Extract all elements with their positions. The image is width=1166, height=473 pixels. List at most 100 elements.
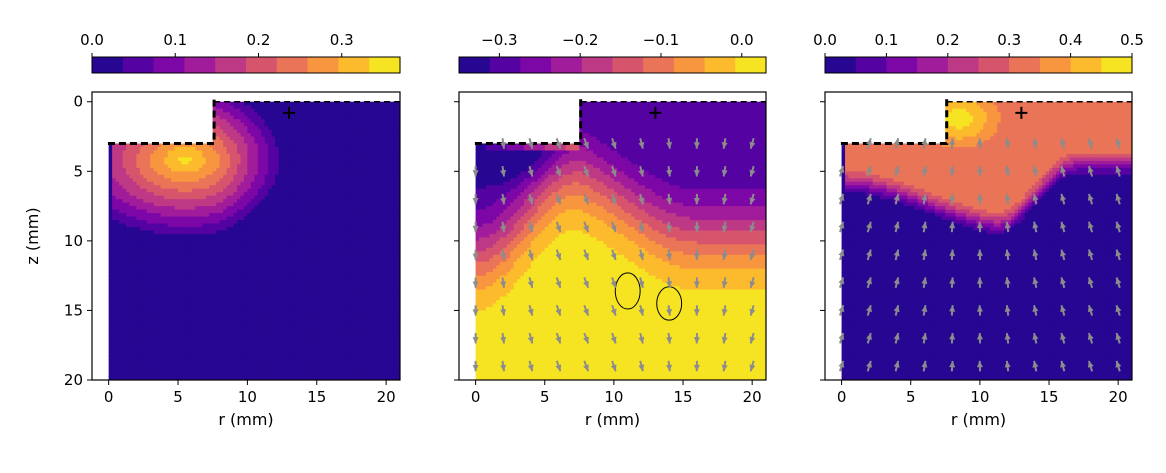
heatmap-cell (129, 324, 134, 329)
heatmap-cell (136, 261, 141, 266)
heatmap-cell (167, 279, 172, 284)
heatmap-cell (271, 199, 276, 204)
heatmap-cell (337, 251, 342, 256)
heatmap-cell (295, 167, 301, 172)
heatmap-cell (122, 334, 127, 339)
heatmap-cell (327, 282, 332, 287)
heatmap-cell (261, 251, 266, 256)
heatmap-cell (243, 282, 248, 287)
heatmap-cell (327, 188, 332, 193)
heatmap-cell (191, 167, 196, 172)
heatmap-cell (254, 320, 259, 325)
heatmap-cell (188, 167, 193, 172)
heatmap-cell (268, 348, 273, 353)
heatmap-cell (153, 303, 158, 308)
heatmap-cell (191, 341, 196, 346)
heatmap-cell (202, 244, 207, 249)
heatmap-cell (122, 157, 127, 162)
heatmap-cell (146, 171, 151, 176)
heatmap-cell (188, 178, 193, 183)
heatmap-cell (306, 178, 311, 183)
heatmap-cell (230, 171, 235, 176)
heatmap-cell (181, 146, 186, 152)
heatmap-cell (316, 338, 321, 343)
heatmap-cell (323, 174, 328, 179)
heatmap-cell (282, 178, 287, 183)
heatmap-cell (125, 226, 131, 232)
heatmap-cell (167, 261, 172, 266)
heatmap-cell (184, 233, 190, 238)
heatmap-cell (164, 296, 169, 301)
heatmap-cell (223, 112, 228, 117)
heatmap-cell (299, 373, 304, 378)
heatmap-cell (202, 251, 207, 256)
heatmap-cell (184, 171, 190, 176)
heatmap-cell (302, 171, 307, 176)
heatmap-cell (334, 105, 339, 110)
heatmap-cell (271, 247, 276, 252)
heatmap-cell (132, 265, 137, 270)
heatmap-cell (150, 275, 155, 280)
heatmap-cell (271, 362, 276, 367)
heatmap-cell (285, 254, 290, 259)
heatmap-cell (205, 220, 210, 225)
heatmap-cell (153, 153, 158, 158)
heatmap-cell (306, 313, 311, 318)
heatmap-cell (261, 275, 266, 280)
heatmap-cell (139, 327, 144, 332)
heatmap-cell (202, 213, 207, 218)
heatmap-cell (167, 334, 172, 339)
heatmap-cell (316, 233, 321, 238)
heatmap-cell (292, 293, 297, 298)
heatmap-cell (223, 206, 228, 211)
heatmap-cell (174, 376, 179, 380)
heatmap-cell (136, 341, 141, 346)
heatmap-cell (164, 185, 169, 190)
heatmap-cell (327, 279, 332, 284)
heatmap-cell (282, 220, 287, 225)
heatmap-cell (108, 143, 113, 148)
heatmap-cell (191, 303, 196, 308)
heatmap-cell (282, 303, 287, 308)
heatmap-cell (174, 220, 179, 225)
heatmap-cell (302, 296, 307, 301)
heatmap-cell (275, 171, 280, 176)
heatmap-cell (174, 320, 179, 325)
heatmap-cell (257, 313, 262, 318)
heatmap-cell (191, 150, 196, 155)
heatmap-cell (316, 181, 321, 186)
heatmap-cell (132, 275, 137, 280)
heatmap-cell (223, 129, 228, 134)
heatmap-cell (202, 167, 207, 172)
heatmap-cell (282, 313, 287, 318)
heatmap-cell (316, 223, 321, 228)
heatmap-cell (129, 261, 134, 266)
heatmap-cell (167, 171, 172, 176)
heatmap-cell (181, 376, 186, 380)
heatmap-cell (174, 366, 179, 371)
heatmap-cell (240, 126, 245, 131)
heatmap-cell (112, 331, 117, 336)
heatmap-cell (115, 282, 120, 287)
heatmap-cell (160, 240, 165, 245)
heatmap-cell (153, 324, 158, 329)
heatmap-cell (334, 324, 339, 329)
heatmap-cell (160, 373, 165, 378)
heatmap-cell (271, 160, 276, 165)
heatmap-cell (243, 202, 248, 207)
heatmap-cell (136, 174, 141, 179)
heatmap-cell (195, 181, 200, 186)
heatmap-cell (174, 209, 179, 214)
heatmap-cell (157, 376, 162, 380)
heatmap-cell (167, 188, 172, 193)
heatmap-cell (320, 143, 325, 148)
heatmap-cell (136, 251, 141, 256)
heatmap-cell (337, 185, 342, 190)
heatmap-cell (202, 279, 207, 284)
heatmap-cell (257, 261, 262, 266)
heatmap-cell (268, 286, 273, 291)
heatmap-cell (233, 324, 238, 329)
heatmap-cell (316, 133, 321, 138)
heatmap-cell (292, 209, 297, 214)
heatmap-cell (254, 143, 259, 148)
